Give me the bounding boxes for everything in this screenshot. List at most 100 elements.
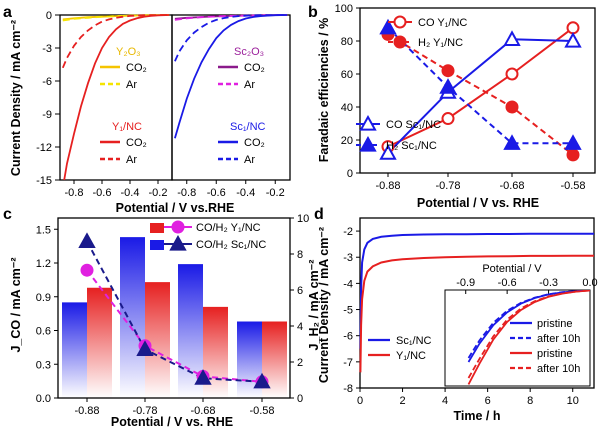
inset-series-line bbox=[467, 290, 590, 379]
x-axis-label: Time / h bbox=[453, 409, 500, 423]
data-point bbox=[503, 30, 521, 46]
legend-label: Ar bbox=[126, 154, 137, 166]
x-tick-label: -0.68 bbox=[499, 180, 524, 192]
inset-x-tick-label: -0.9 bbox=[456, 277, 475, 289]
series-line bbox=[61, 14, 170, 69]
y-tick-label: -2 bbox=[343, 226, 353, 238]
y-tick-label: -4 bbox=[343, 278, 353, 290]
data-point bbox=[441, 112, 455, 126]
panel-c-label: c bbox=[3, 206, 12, 223]
y-tick-label-right: 8 bbox=[297, 249, 303, 261]
x-tick-label: -0.88 bbox=[74, 405, 99, 417]
y-tick-label: 60 bbox=[341, 69, 353, 81]
data-point bbox=[566, 148, 580, 162]
legend-label: H₂ Y₁/NC bbox=[418, 37, 463, 49]
data-point bbox=[136, 340, 154, 356]
legend-label: Sc₁/NC bbox=[396, 335, 432, 347]
legend-marker bbox=[393, 15, 407, 29]
data-point bbox=[503, 134, 521, 150]
y-tick-label-right: 6 bbox=[297, 285, 303, 297]
y-tick-label-right: 0 bbox=[297, 393, 303, 405]
inset-legend-label: pristine bbox=[537, 348, 572, 360]
inset-legend-label: after 10h bbox=[537, 333, 580, 345]
y-tick-label: -6 bbox=[343, 331, 353, 343]
legend-title: Sc₂O₃ bbox=[234, 46, 264, 58]
series-line bbox=[174, 14, 288, 139]
y-tick-label: 40 bbox=[341, 102, 353, 114]
legend-label: CO₂ bbox=[126, 62, 147, 74]
x-tick-label: 10 bbox=[567, 395, 579, 407]
series-line bbox=[387, 27, 573, 145]
series-line bbox=[387, 38, 574, 154]
legend-label: Ar bbox=[244, 79, 255, 91]
data-point bbox=[379, 144, 397, 160]
x-tick-label: -0.6 bbox=[93, 187, 112, 199]
y-tick-label-left: 1.2 bbox=[36, 258, 51, 270]
legend-marker bbox=[359, 114, 377, 131]
x-tick-label: -0.78 bbox=[132, 405, 157, 417]
bar bbox=[145, 282, 170, 398]
data-point bbox=[564, 134, 582, 150]
y-tick-label-left: 0.9 bbox=[36, 292, 51, 304]
y-axis-label: Faradaic efficiencies / % bbox=[317, 18, 331, 163]
legend-title: Sc₁/NC bbox=[230, 121, 266, 133]
panel-b-label: b bbox=[308, 4, 318, 21]
x-tick-label: -0.8 bbox=[177, 187, 196, 199]
series-line bbox=[387, 33, 574, 156]
y-tick-label: -6 bbox=[42, 76, 52, 88]
legend-label: CO/H₂ Y₁/NC bbox=[196, 222, 261, 234]
inset-series-group bbox=[467, 290, 590, 385]
y-tick-label: -9 bbox=[42, 109, 52, 121]
data-point bbox=[505, 67, 519, 81]
y-tick-label-left: 0.3 bbox=[36, 359, 51, 371]
plot-area bbox=[359, 7, 596, 174]
y-tick-label: -12 bbox=[36, 142, 52, 154]
data-point bbox=[253, 372, 271, 389]
legend-label: CO/H₂ Sc₁/NC bbox=[196, 239, 266, 251]
inset-x-tick-label: -0.6 bbox=[498, 277, 517, 289]
series-line bbox=[174, 14, 288, 62]
legend-title: Y₁/NC bbox=[112, 121, 142, 133]
bar bbox=[62, 302, 87, 398]
inset-legend-label: after 10h bbox=[537, 363, 580, 375]
legend-marker bbox=[169, 234, 187, 251]
y-tick-label: 0 bbox=[46, 10, 52, 22]
y-axis-label: Current Density / mA cm⁻² bbox=[9, 20, 23, 176]
inset-x-tick-label: 0.0 bbox=[582, 277, 597, 289]
inset-x-axis-label: Potential / V bbox=[482, 263, 542, 275]
y-axis-label-left: J_CO / mA cm⁻² bbox=[9, 257, 23, 352]
inset-x-tick-label: -0.3 bbox=[539, 277, 558, 289]
legend-label: H₂ Sc₁/NC bbox=[386, 140, 437, 152]
data-point bbox=[505, 100, 519, 114]
panel-a-label: a bbox=[3, 4, 12, 21]
x-tick-label: -0.2 bbox=[149, 187, 168, 199]
data-point bbox=[194, 369, 212, 385]
x-tick-label: -0.8 bbox=[65, 187, 84, 199]
legend-bar-swatch bbox=[150, 223, 164, 233]
data-point bbox=[441, 64, 455, 78]
legend-label: Y₁/NC bbox=[396, 350, 426, 362]
legend-label: CO₂ bbox=[244, 62, 265, 74]
bar bbox=[87, 287, 112, 398]
panel-b: b 0 20 40 60 80 100 -0.88 -0.78 -0.68 -0.58 CO Y₁/N… bbox=[308, 3, 596, 210]
x-tick-label: -0.4 bbox=[121, 187, 140, 199]
series-line bbox=[86, 240, 263, 383]
series-line bbox=[86, 269, 263, 383]
legend-bar-swatch bbox=[150, 240, 164, 250]
y-tick-label: -7 bbox=[343, 357, 353, 369]
x-tick-label: -0.58 bbox=[560, 180, 585, 192]
x-tick-label: -0.68 bbox=[190, 405, 215, 417]
y-tick-label: -8 bbox=[343, 383, 353, 395]
x-tick-label: -0.6 bbox=[207, 187, 226, 199]
legend-marker bbox=[359, 135, 377, 152]
data-point bbox=[78, 232, 96, 248]
legend-label: Ar bbox=[126, 79, 137, 91]
y-tick-label-right: 2 bbox=[297, 357, 303, 369]
series-line bbox=[174, 14, 288, 21]
y-tick-label: -5 bbox=[343, 305, 353, 317]
panel-c: c 0.0 0.3 0.6 0.9 1.2 1.5 0 2 4 6 8 10 -0.88 -0.78 -0.6… bbox=[3, 206, 321, 429]
y-tick-label: -15 bbox=[36, 175, 52, 187]
legend-marker bbox=[171, 220, 185, 234]
legend-label: CO₂ bbox=[126, 137, 147, 149]
x-tick-label: 6 bbox=[485, 395, 491, 407]
